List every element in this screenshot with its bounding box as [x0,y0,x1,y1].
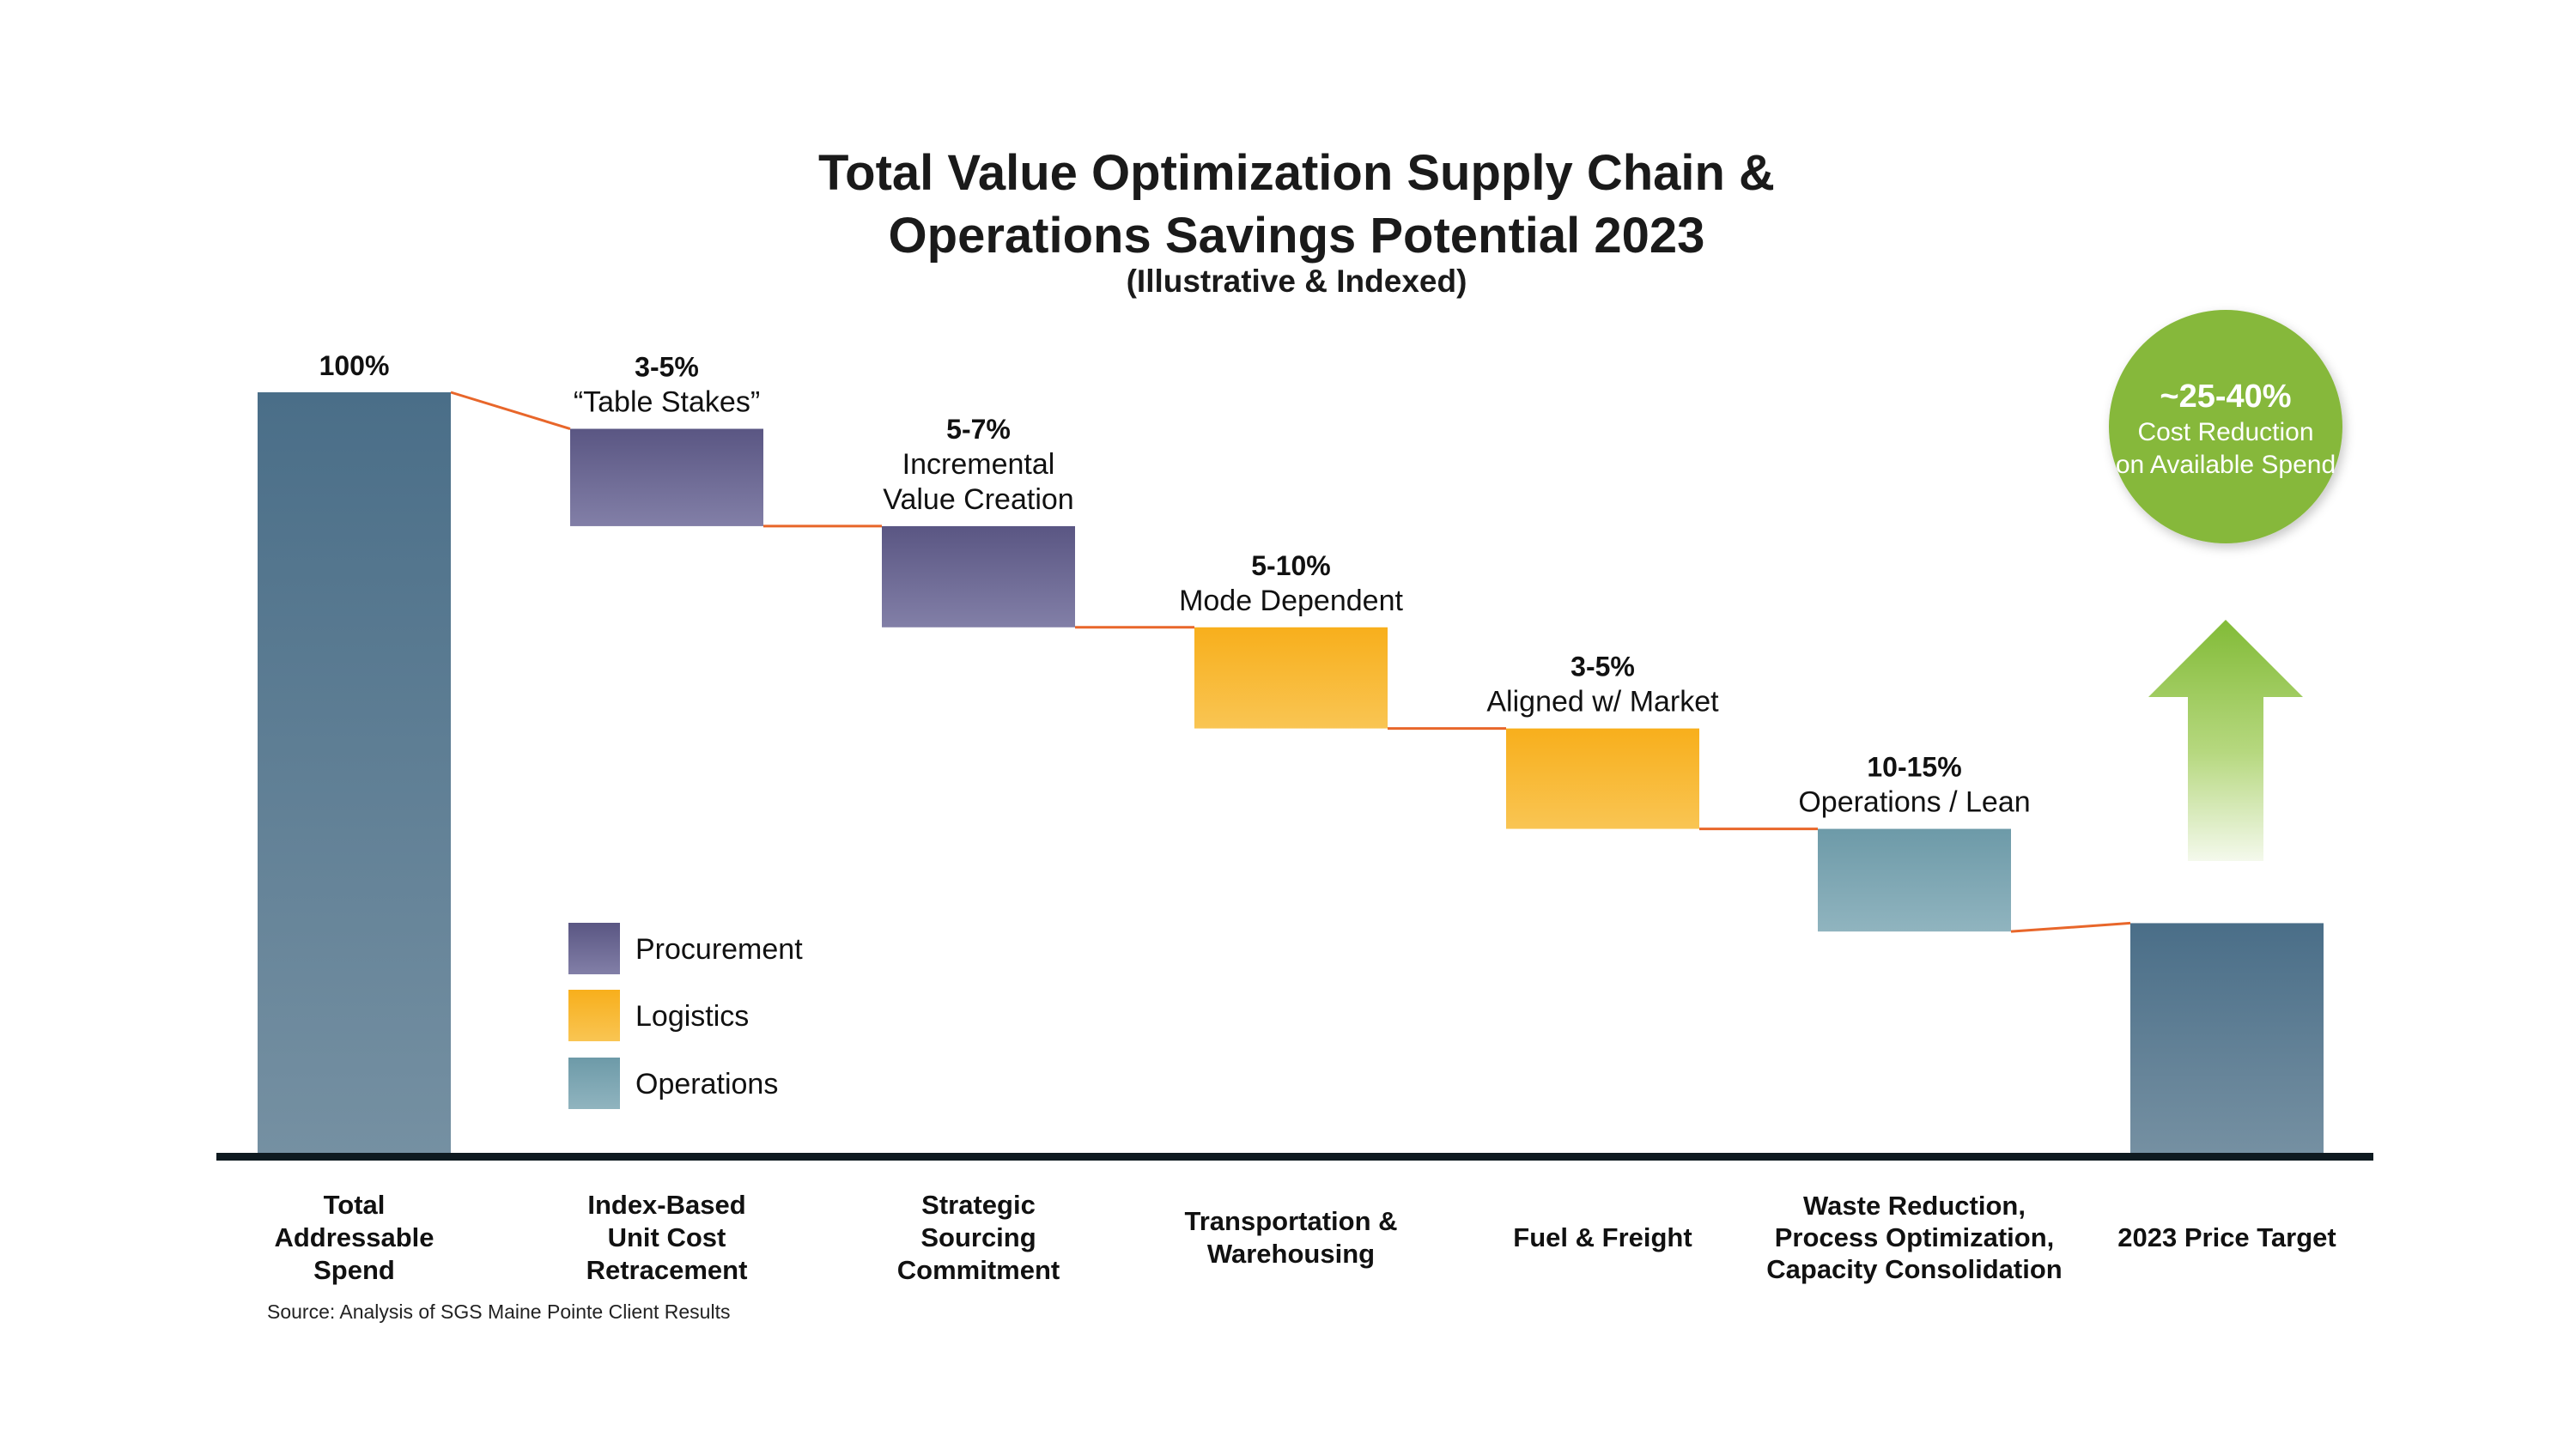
bar-6-description-line-1: Operations / Lean [1798,786,2030,819]
category-label-3-line-2: Sourcing [920,1222,1036,1252]
legend-swatch-procurement [568,923,620,974]
bar-5 [1506,728,1699,829]
category-label-1-line-3: Spend [313,1255,395,1285]
legend-label-operations: Operations [635,1068,778,1100]
bar-7 [2130,923,2324,1153]
bar-5-description-line-1: Aligned w/ Market [1486,686,1719,718]
chart-title-line-1: Total Value Optimization Supply Chain & [818,145,1775,201]
badge-line-2: on Available Spend [2116,451,2336,479]
connector-1 [450,391,571,430]
bars [258,392,2324,1153]
connector-lines [450,391,2131,933]
legend: Procurement Logistics Operations [568,923,803,1109]
savings-badge: ~25-40% Cost Reduction on Available Spen… [2109,310,2342,543]
bar-4-percent-label: 5-10% [1251,550,1331,581]
up-arrow-shape [2148,620,2303,861]
chart-subtitle: (Illustrative & Indexed) [1127,264,1467,299]
bar-1 [258,392,451,1153]
badge-circle [2109,310,2342,543]
legend-swatch-operations [568,1058,620,1109]
bar-2-description-line-1: “Table Stakes” [574,386,760,419]
category-label-6-line-2: Process Optimization, [1775,1222,2055,1252]
category-label-2-line-2: Unit Cost [608,1222,726,1252]
category-label-7-line-1: 2023 Price Target [2117,1222,2336,1252]
category-label-3-line-3: Commitment [897,1255,1060,1285]
bar-1-percent-label: 100% [319,350,390,381]
bar-5-percent-label: 3-5% [1571,652,1635,682]
category-label-5-line-1: Fuel & Freight [1513,1222,1692,1252]
badge-percent: ~25-40% [2160,379,2291,415]
source-note: Source: Analysis of SGS Maine Pointe Cli… [267,1300,730,1323]
x-axis-baseline [216,1153,2373,1161]
legend-label-logistics: Logistics [635,1000,749,1033]
category-label-6-line-1: Waste Reduction, [1803,1191,2026,1221]
up-arrow-icon [2148,620,2303,861]
bar-4 [1194,627,1388,729]
bar-3-description-line-1: Incremental [902,448,1055,481]
bar-2 [570,428,763,526]
badge-line-1: Cost Reduction [2137,418,2313,446]
category-label-4-line-2: Warehousing [1207,1239,1375,1269]
bar-6 [1818,828,2011,932]
chart-title-line-2: Operations Savings Potential 2023 [889,208,1705,264]
category-label-1-line-1: Total [324,1190,386,1220]
category-label-4-line-1: Transportation & [1184,1206,1397,1236]
category-label-2-line-1: Index-Based [587,1190,745,1220]
bar-2-percent-label: 3-5% [635,352,699,383]
category-label-3-line-1: Strategic [921,1190,1036,1220]
connector-6 [2010,921,2131,933]
bar-3-percent-label: 5-7% [946,414,1011,445]
bar-3-description-line-2: Value Creation [883,483,1073,516]
legend-label-procurement: Procurement [635,933,803,966]
bar-3 [882,525,1075,627]
bar-labels: 100% 3-5%“Table Stakes”5-7%IncrementalVal… [319,350,2031,819]
category-label-2-line-3: Retracement [586,1255,748,1285]
bar-4-description-line-1: Mode Dependent [1179,585,1403,617]
category-label-1-line-2: Addressable [274,1222,434,1252]
category-label-6-line-3: Capacity Consolidation [1766,1254,2062,1284]
legend-swatch-logistics [568,990,620,1041]
bar-6-percent-label: 10-15% [1867,752,1961,783]
